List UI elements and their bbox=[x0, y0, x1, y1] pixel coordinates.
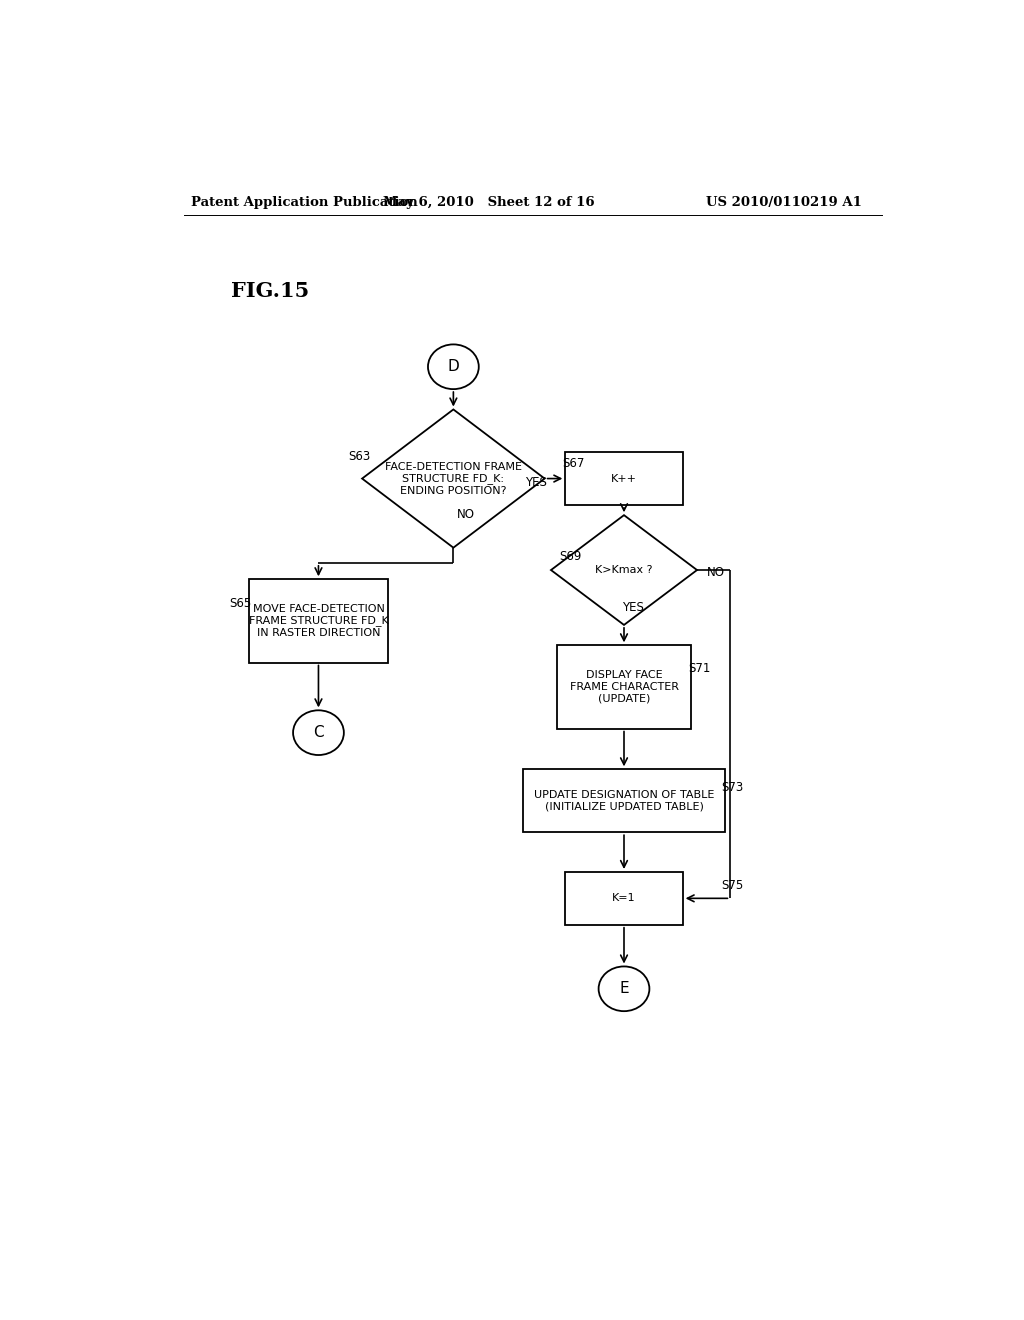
FancyBboxPatch shape bbox=[557, 645, 690, 729]
Ellipse shape bbox=[599, 966, 649, 1011]
Text: E: E bbox=[620, 981, 629, 997]
FancyBboxPatch shape bbox=[565, 453, 683, 506]
Text: NO: NO bbox=[708, 565, 725, 578]
Text: MOVE FACE-DETECTION
FRAME STRUCTURE FD_K
IN RASTER DIRECTION: MOVE FACE-DETECTION FRAME STRUCTURE FD_K… bbox=[249, 603, 388, 638]
Text: K++: K++ bbox=[611, 474, 637, 483]
Text: FIG.15: FIG.15 bbox=[231, 281, 309, 301]
FancyBboxPatch shape bbox=[523, 770, 725, 833]
Text: DISPLAY FACE
FRAME CHARACTER
(UPDATE): DISPLAY FACE FRAME CHARACTER (UPDATE) bbox=[569, 671, 679, 704]
Text: K=1: K=1 bbox=[612, 894, 636, 903]
Text: Patent Application Publication: Patent Application Publication bbox=[191, 195, 418, 209]
Text: S63: S63 bbox=[348, 450, 371, 463]
Text: S71: S71 bbox=[688, 663, 711, 675]
Text: YES: YES bbox=[622, 601, 643, 614]
Ellipse shape bbox=[428, 345, 479, 389]
Text: UPDATE DESIGNATION OF TABLE
(INITIALIZE UPDATED TABLE): UPDATE DESIGNATION OF TABLE (INITIALIZE … bbox=[534, 789, 714, 812]
Text: S75: S75 bbox=[722, 879, 743, 891]
Text: S69: S69 bbox=[559, 550, 582, 564]
Text: S67: S67 bbox=[562, 457, 585, 470]
Text: US 2010/0110219 A1: US 2010/0110219 A1 bbox=[707, 195, 862, 209]
FancyBboxPatch shape bbox=[249, 579, 388, 663]
Polygon shape bbox=[362, 409, 545, 548]
Text: May 6, 2010   Sheet 12 of 16: May 6, 2010 Sheet 12 of 16 bbox=[383, 195, 595, 209]
Text: FACE-DETECTION FRAME
STRUCTURE FD_K:
ENDING POSITION?: FACE-DETECTION FRAME STRUCTURE FD_K: END… bbox=[385, 462, 522, 495]
FancyBboxPatch shape bbox=[565, 873, 683, 925]
Text: NO: NO bbox=[458, 508, 475, 520]
Text: C: C bbox=[313, 725, 324, 741]
Text: YES: YES bbox=[524, 477, 547, 490]
Text: S73: S73 bbox=[722, 781, 743, 795]
Text: D: D bbox=[447, 359, 459, 375]
Ellipse shape bbox=[293, 710, 344, 755]
Text: S65: S65 bbox=[228, 597, 251, 610]
Text: K>Kmax ?: K>Kmax ? bbox=[595, 565, 652, 576]
Polygon shape bbox=[551, 515, 697, 624]
